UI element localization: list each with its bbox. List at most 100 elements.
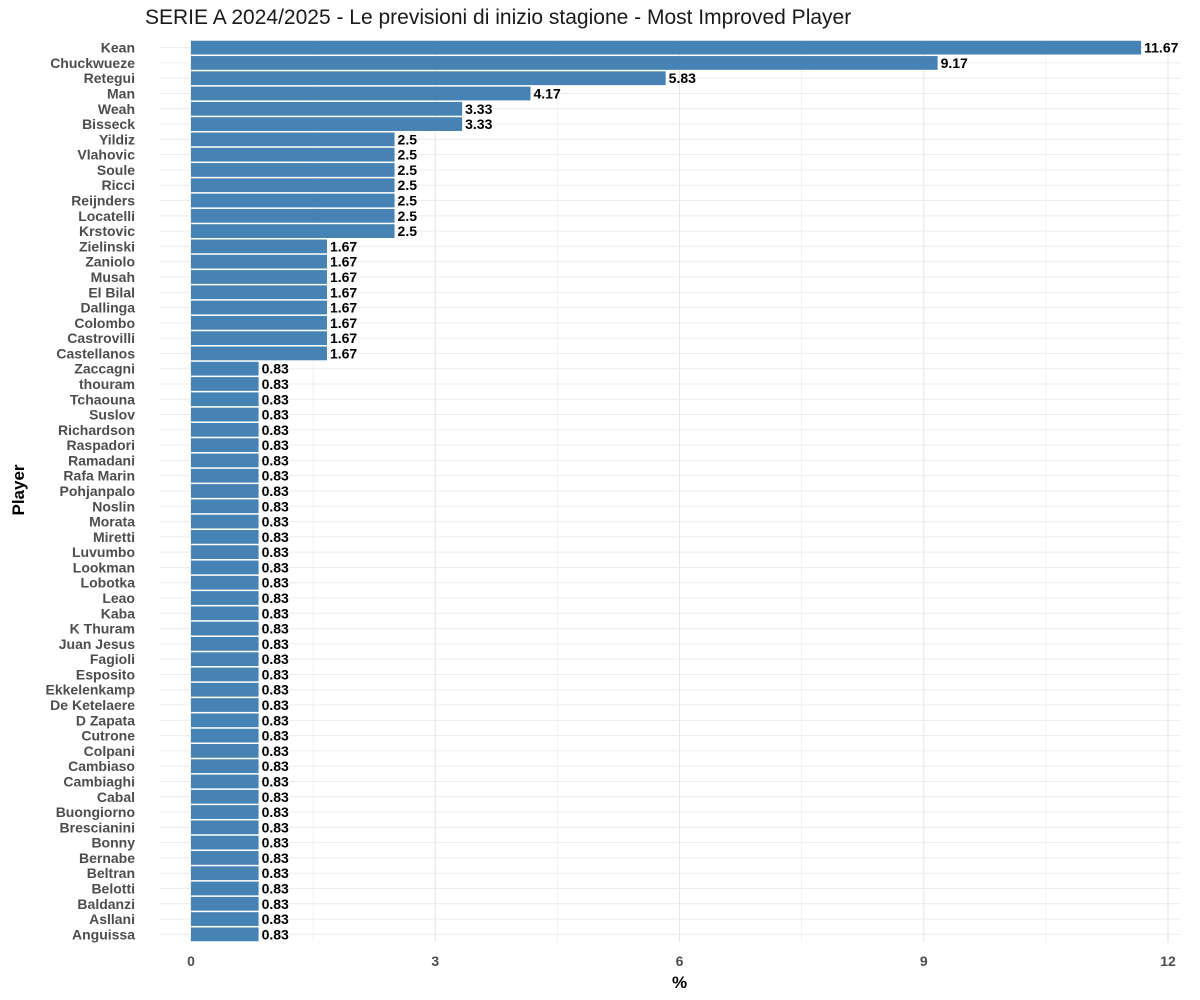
bar (191, 438, 259, 453)
data-label: 0.83 (262, 621, 289, 637)
y-tick-label: Bonny (91, 835, 135, 851)
y-tick-label: Locatelli (78, 208, 135, 224)
y-tick-label: Pohjanpalo (60, 483, 135, 499)
y-tick-label: El Bilal (88, 284, 135, 300)
bar (191, 132, 395, 147)
bar (191, 606, 259, 621)
x-tick-label: 0 (187, 953, 195, 969)
data-label: 5.83 (669, 70, 696, 86)
bar (191, 637, 259, 651)
y-tick-label: Kaba (101, 605, 135, 621)
bar (191, 193, 395, 208)
y-tick-label: Anguissa (72, 926, 135, 942)
bar (191, 545, 259, 560)
y-tick-label: Rafa Marin (63, 468, 135, 484)
bar (191, 820, 259, 835)
data-label: 1.67 (330, 238, 357, 254)
bar (191, 377, 259, 391)
y-tick-label: Cambiaso (68, 758, 135, 774)
data-label: 11.67 (1144, 40, 1178, 56)
data-label: 0.83 (262, 712, 289, 728)
y-tick-label: Raspadori (67, 437, 135, 453)
bar (191, 713, 259, 728)
bar (191, 789, 259, 804)
data-label: 0.83 (262, 819, 289, 835)
data-label: 2.5 (398, 177, 418, 193)
bar (191, 71, 666, 86)
y-tick-label: Man (107, 86, 135, 102)
y-tick-label: Musah (91, 269, 135, 285)
y-tick-label: Baldanzi (77, 896, 135, 912)
data-label: 0.83 (262, 926, 289, 942)
data-label: 0.83 (262, 666, 289, 682)
x-tick-label: 3 (431, 953, 439, 969)
bar (191, 468, 259, 483)
y-tick-label: K Thuram (70, 621, 135, 637)
x-tick-label: 6 (676, 953, 684, 969)
y-tick-label: Juan Jesus (59, 636, 135, 652)
bar (191, 285, 327, 300)
y-tick-label: Colpani (84, 743, 135, 759)
data-label: 0.83 (262, 437, 289, 453)
bar (191, 759, 259, 774)
bar (191, 56, 938, 70)
y-tick-label: De Ketelaere (50, 697, 135, 713)
data-label: 2.5 (398, 147, 418, 163)
data-label: 2.5 (398, 193, 418, 209)
y-tick-label: Ricci (102, 177, 135, 193)
y-tick-label: Lookman (73, 559, 135, 575)
bar (191, 208, 395, 223)
y-tick-label: Kean (101, 40, 135, 56)
bar (191, 621, 259, 636)
data-label: 0.83 (262, 911, 289, 927)
y-tick-label: Tchaouna (70, 391, 135, 407)
data-label: 0.83 (262, 636, 289, 652)
x-tick-label: 12 (1160, 953, 1176, 969)
y-tick-label: Esposito (76, 666, 135, 682)
bar (191, 514, 259, 529)
data-label: 0.83 (262, 743, 289, 759)
bar (191, 560, 259, 575)
y-tick-label: Ramadani (68, 452, 135, 468)
y-tick-label: Vlahovic (77, 147, 135, 163)
data-label: 0.83 (262, 483, 289, 499)
data-label: 0.83 (262, 498, 289, 514)
bar (191, 178, 395, 193)
y-tick-label: Retegui (84, 70, 135, 86)
y-tick-label: Buongiorno (56, 804, 135, 820)
bar (191, 652, 259, 667)
y-tick-label: Castellanos (56, 345, 135, 361)
bar (191, 805, 259, 819)
bar (191, 346, 327, 361)
bar (191, 774, 259, 789)
data-label: 0.83 (262, 407, 289, 423)
bar (191, 835, 259, 850)
y-tick-label: Noslin (92, 498, 135, 514)
bar (191, 484, 259, 498)
y-tick-label: Yildiz (99, 131, 135, 147)
data-label: 0.83 (262, 559, 289, 575)
y-tick-label: Castrovilli (67, 330, 135, 346)
data-label: 0.83 (262, 544, 289, 560)
bar (191, 851, 259, 865)
data-label: 0.83 (262, 575, 289, 591)
bar (191, 270, 327, 284)
y-tick-label: Beltran (87, 865, 135, 881)
bar (191, 912, 259, 926)
bar (191, 163, 395, 177)
y-tick-label: Chuckwueze (50, 55, 135, 71)
y-tick-label: Weah (98, 101, 135, 117)
data-label: 2.5 (398, 131, 418, 147)
y-tick-label: Bisseck (82, 116, 135, 132)
bar (191, 499, 259, 514)
data-label: 0.83 (262, 605, 289, 621)
data-label: 0.83 (262, 514, 289, 530)
y-tick-label: Bernabe (79, 850, 135, 866)
data-label: 0.83 (262, 682, 289, 698)
data-label: 0.83 (262, 391, 289, 407)
data-label: 4.17 (534, 86, 561, 102)
data-label: 0.83 (262, 758, 289, 774)
data-label: 1.67 (330, 254, 357, 270)
bar (191, 453, 259, 468)
y-tick-label: Zaccagni (74, 361, 135, 377)
